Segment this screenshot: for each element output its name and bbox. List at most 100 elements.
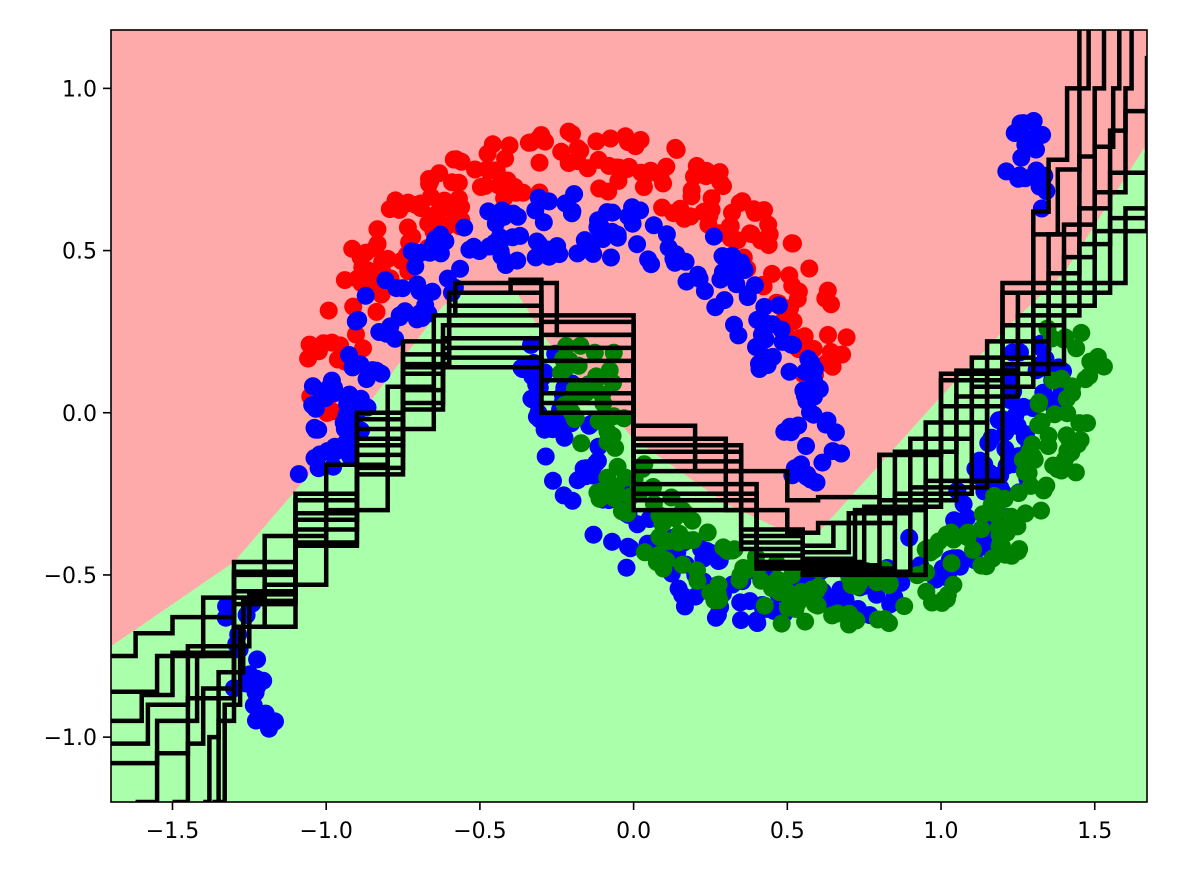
scatter-point-1: [755, 347, 774, 366]
scatter-point-0: [447, 150, 466, 169]
scatter-point-1: [602, 248, 620, 267]
scatter-point-0: [601, 129, 620, 148]
scatter-point-1: [356, 286, 375, 305]
scatter-point-4: [665, 509, 684, 527]
y-axis: 1.0 0.5 0.0 −0.5 −1.0: [44, 77, 111, 751]
scatter-point-4: [1080, 366, 1099, 385]
scatter-point-4: [809, 577, 828, 596]
scatter-point-1: [322, 371, 341, 390]
x-tick-label: 0.0: [616, 819, 651, 844]
scatter-point-0: [664, 204, 683, 223]
scatter-point-0: [651, 166, 670, 185]
scatter-point-0: [733, 192, 752, 211]
scatter-point-0: [500, 136, 519, 155]
scatter-point-4: [983, 549, 1002, 568]
scatter-point-0: [571, 141, 590, 160]
scatter-point-4: [588, 483, 607, 502]
scatter-point-4: [964, 540, 982, 559]
scatter-point-4: [840, 615, 858, 634]
scatter-point-4: [895, 597, 914, 616]
scatter-point-0: [356, 243, 375, 262]
scatter-point-4: [1071, 431, 1090, 449]
scatter-point-3: [1010, 166, 1029, 185]
scatter-point-1: [813, 453, 832, 472]
scatter-point-3: [1024, 112, 1043, 130]
scatter-point-4: [772, 614, 791, 633]
scatter-point-1: [804, 405, 823, 424]
x-axis: −1.5 −1.0 −0.5 0.0 0.5 1.0 1.5: [146, 802, 1112, 844]
x-tick-label: 1.5: [1077, 819, 1112, 844]
scatter-point-0: [530, 153, 549, 172]
scatter-point-1: [628, 235, 647, 254]
scatter-point-0: [490, 176, 508, 195]
scatter-point-4: [1030, 393, 1049, 412]
scatter-point-1: [325, 437, 344, 456]
scatter-point-1: [431, 244, 450, 263]
scatter-point-0: [702, 189, 721, 208]
scatter-point-4: [572, 434, 591, 453]
scatter-point-1: [667, 245, 686, 264]
scatter-point-4: [1034, 481, 1053, 500]
scatter-point-0: [721, 229, 740, 248]
scatter-point-0: [742, 225, 761, 243]
scatter-point-1: [823, 442, 842, 461]
scatter-point-2: [954, 495, 973, 514]
scatter-point-4: [1044, 371, 1063, 390]
scatter-point-4: [1008, 517, 1027, 536]
scatter-point-1: [539, 192, 558, 211]
y-tick-label: 0.0: [62, 402, 97, 427]
scatter-point-2: [544, 471, 562, 490]
scatter-point-4: [796, 612, 815, 631]
scatter-point-1: [370, 323, 389, 341]
scatter-point-0: [760, 225, 779, 244]
scatter-point-0: [471, 178, 490, 196]
scatter-point-4: [1057, 426, 1076, 445]
scatter-point-4: [1063, 377, 1082, 396]
scatter-point-4: [698, 523, 717, 542]
scatter-point-1: [527, 232, 546, 251]
scatter-point-1: [503, 228, 522, 247]
scatter-point-4: [933, 593, 951, 612]
decision-boundary-line-9: [218, 179, 1147, 802]
scatter-point-0: [780, 266, 799, 285]
scatter-point-2: [523, 390, 542, 409]
scatter-point-1: [715, 291, 734, 310]
scatter-point-4: [684, 531, 703, 550]
scatter-point-1: [755, 297, 774, 316]
scatter-point-1: [589, 211, 607, 230]
scatter-point-0: [818, 281, 837, 300]
scatter-point-2: [836, 590, 855, 609]
decision-boundary-line-2: [111, 30, 1107, 724]
scatter-point-1: [784, 336, 802, 355]
x-tick-label: −0.5: [453, 819, 506, 844]
scatter-point-4: [606, 438, 625, 457]
scatter-point-1: [431, 225, 450, 244]
scatter-point-1: [460, 240, 479, 259]
scatter-point-1: [608, 228, 627, 247]
y-tick-label: −1.0: [44, 726, 97, 751]
scatter-point-0: [563, 124, 581, 143]
scatter-point-4: [589, 412, 608, 430]
decision-boundary-line-6: [172, 104, 1147, 802]
scatter-point-1: [780, 362, 799, 381]
scatter-point-1: [816, 415, 835, 434]
scatter-point-4: [786, 592, 805, 611]
scatter-point-4: [989, 518, 1008, 537]
scatter-point-4: [755, 596, 774, 615]
scatter-point-0: [819, 326, 837, 344]
scatter-point-4: [600, 361, 619, 380]
scatter-point-4: [1016, 504, 1035, 523]
scatter-point-1: [455, 218, 474, 237]
scatter-point-4: [635, 543, 654, 562]
scatter-point-1: [789, 416, 808, 435]
scatter-point-4: [662, 488, 681, 507]
scatter-point-4: [1070, 414, 1089, 433]
scatter-point-4: [598, 468, 617, 487]
scatter-point-1: [480, 237, 499, 256]
scatter-point-0: [590, 179, 609, 198]
decision-boundary-line-3: [111, 30, 1122, 746]
scatter-point-4: [972, 520, 991, 539]
scatter-point-1: [357, 370, 376, 389]
scatter-point-0: [687, 157, 706, 175]
scatter-point-3: [237, 606, 256, 624]
